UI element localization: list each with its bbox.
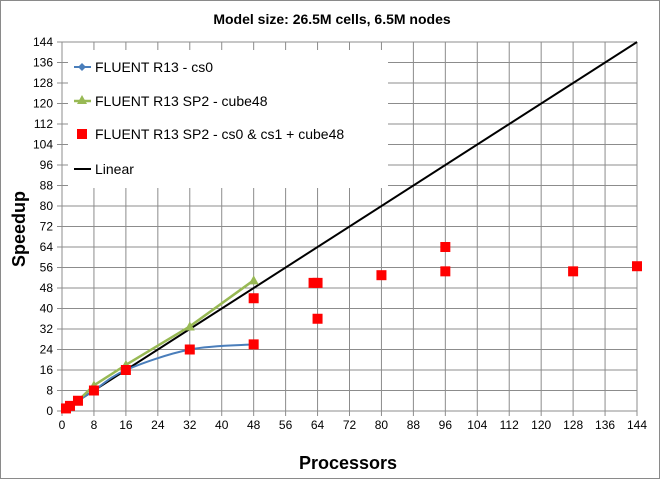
y-tick-label: 40	[40, 302, 54, 316]
y-tick-label: 120	[33, 97, 53, 111]
y-tick-label: 24	[40, 343, 54, 357]
series-cube48-point	[248, 275, 259, 285]
x-tick-label: 64	[311, 418, 325, 432]
y-tick-label: 112	[34, 117, 53, 131]
legend-label: FLUENT R13 - cs0	[95, 59, 213, 75]
chart-title: Model size: 26.5M cells, 6.5M nodes	[213, 11, 451, 27]
y-axis-title: Speedup	[9, 191, 29, 267]
legend-label: Linear	[95, 161, 134, 177]
series-combined-point	[120, 365, 131, 375]
series-cube48-point	[184, 321, 195, 331]
y-tick-label: 72	[40, 220, 54, 234]
x-tick-label: 96	[439, 418, 453, 432]
y-tick-label: 96	[40, 158, 54, 172]
series-combined-point	[184, 344, 195, 355]
series-combined-point	[248, 339, 259, 350]
x-tick-label: 0	[59, 418, 66, 432]
series-combined-point	[440, 242, 451, 252]
x-tick-label: 48	[247, 418, 261, 432]
y-tick-label: 48	[40, 281, 54, 295]
series-combined-point	[88, 385, 99, 396]
y-tick-label: 104	[33, 138, 53, 152]
legend-cube48-marker	[77, 95, 87, 104]
series-combined-point	[312, 277, 323, 288]
x-tick-label: 144	[627, 418, 647, 432]
y-tick-label: 136	[33, 56, 53, 70]
series-combined-point	[440, 266, 451, 277]
y-tick-label: 0	[46, 404, 53, 418]
series-combined-point	[248, 293, 259, 304]
series-combined-point	[312, 313, 323, 324]
x-tick-label: 8	[91, 418, 98, 432]
x-tick-label: 32	[183, 418, 197, 432]
y-tick-label: 144	[33, 35, 53, 49]
x-tick-label: 72	[343, 418, 357, 432]
plot-area	[60, 41, 642, 414]
y-tick-label: 8	[46, 384, 53, 398]
legend-combined-marker	[77, 129, 87, 139]
x-tick-label: 104	[467, 418, 487, 432]
legend-label: FLUENT R13 SP2 - cs0 & cs1 + cube48	[95, 126, 344, 142]
x-tick-label: 136	[595, 418, 615, 432]
x-tick-label: 40	[215, 418, 229, 432]
x-tick-label: 88	[407, 418, 421, 432]
x-tick-label: 16	[119, 418, 133, 432]
x-tick-label: 112	[500, 418, 519, 432]
y-tick-label: 80	[40, 199, 54, 213]
series-combined-point	[632, 261, 642, 272]
x-tick-label: 24	[151, 418, 165, 432]
y-tick-label: 128	[33, 76, 53, 90]
legend: FLUENT R13 - cs0 FLUENT R13 SP2 - cube48 F…	[68, 50, 388, 188]
series-combined-point	[376, 270, 387, 281]
x-tick-label: 120	[531, 418, 551, 432]
x-tick-label: 128	[563, 418, 583, 432]
x-tick-label: 80	[375, 418, 389, 432]
x-tick-label: 56	[279, 418, 293, 432]
legend-cs0-marker	[78, 63, 86, 71]
series-linear-line	[61, 41, 638, 412]
y-tick-label: 56	[40, 261, 54, 275]
legend-background	[68, 50, 388, 188]
series-combined-point	[568, 266, 579, 277]
y-tick-label: 16	[40, 363, 54, 377]
y-tick-label: 32	[40, 322, 54, 336]
x-axis-title: Processors	[299, 453, 397, 473]
axes: 0 8 16 24 32 40 48 56 64 72 80 88 96 104 112 120 128 136 1…	[33, 35, 647, 432]
y-tick-label: 64	[40, 240, 54, 254]
series-combined-point	[64, 400, 75, 411]
legend-label: FLUENT R13 SP2 - cube48	[95, 93, 268, 109]
series-combined-point	[72, 395, 83, 406]
y-tick-label: 88	[40, 179, 54, 193]
